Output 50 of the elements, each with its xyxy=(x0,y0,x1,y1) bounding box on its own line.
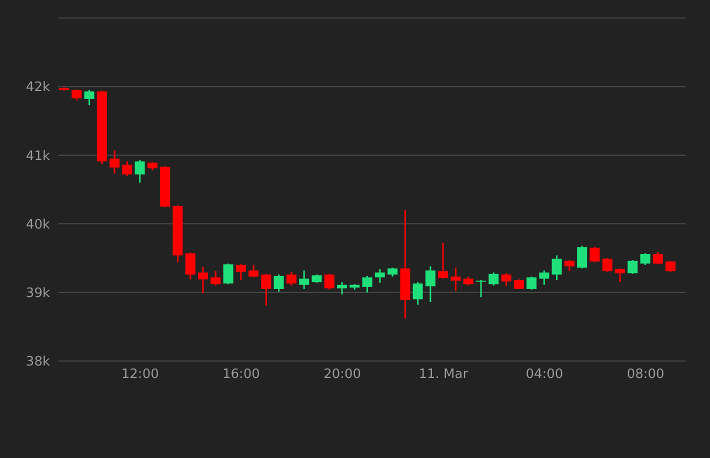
candlestick xyxy=(198,266,208,294)
candlestick xyxy=(526,276,537,290)
y-tick-label: 38k xyxy=(26,354,50,370)
x-tick-label: 12:00 xyxy=(121,367,159,382)
candlestick xyxy=(110,150,120,174)
candlestick xyxy=(236,264,246,281)
candlestick xyxy=(628,259,638,275)
candlestick xyxy=(501,272,512,287)
candlestick xyxy=(210,270,221,286)
candlestick xyxy=(488,272,499,286)
candlestick xyxy=(666,260,676,273)
candlestick xyxy=(223,262,234,285)
candlestick xyxy=(652,251,663,266)
candlestick xyxy=(590,246,600,263)
candlestick xyxy=(539,270,550,286)
candlestick xyxy=(134,159,145,184)
y-tick-label: 41k xyxy=(26,148,50,164)
candlestick xyxy=(602,257,612,273)
candlestick xyxy=(261,273,272,306)
x-tick-label: 08:00 xyxy=(626,367,664,382)
candlestick xyxy=(72,88,82,102)
candlestick xyxy=(84,89,94,106)
x-tick-label: 20:00 xyxy=(324,367,362,382)
candlestick xyxy=(274,274,284,292)
x-tick-label: 11. Mar xyxy=(418,367,469,382)
candlestick xyxy=(438,242,448,280)
candlestick xyxy=(450,266,461,292)
candlestick xyxy=(614,268,625,283)
y-tick-label: 42k xyxy=(26,80,50,96)
candlestick xyxy=(374,268,385,284)
candlestick xyxy=(336,281,347,296)
candlestick xyxy=(552,254,562,281)
candlestick xyxy=(185,252,196,280)
candlestick xyxy=(564,259,574,272)
candlestick xyxy=(248,264,259,278)
candlestick xyxy=(425,266,436,303)
candlestick xyxy=(286,271,296,286)
candlestick xyxy=(412,281,423,306)
x-tick-label: 04:00 xyxy=(526,367,564,382)
candlestick xyxy=(640,252,650,266)
candlestick xyxy=(362,275,372,294)
candlestick xyxy=(577,245,588,270)
candlestick xyxy=(514,278,524,290)
x-tick-label: 16:00 xyxy=(222,367,260,382)
candlestick xyxy=(476,279,486,298)
candlestick xyxy=(299,270,310,290)
candlestick xyxy=(324,273,334,290)
y-tick-label: 39k xyxy=(26,286,50,302)
y-tick-label: 40k xyxy=(26,217,50,232)
candlestick xyxy=(122,160,132,177)
